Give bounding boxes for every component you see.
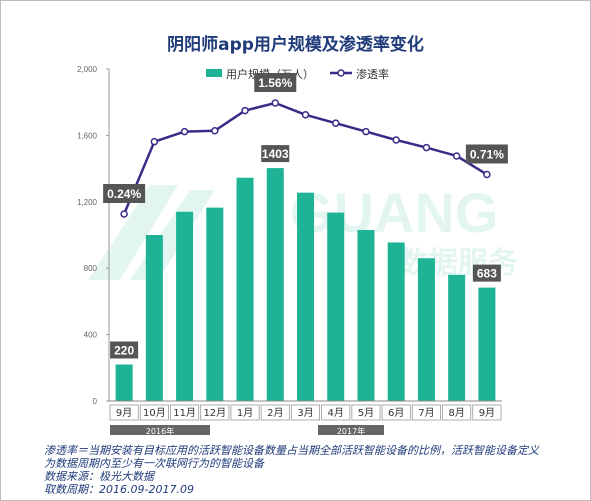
y-tick-label: 400	[84, 331, 98, 340]
x-tick-box	[321, 404, 351, 421]
bar	[448, 274, 466, 401]
y-tick-label: 2,000	[77, 65, 98, 74]
y-tick-label: 0	[93, 397, 98, 406]
x-tick-label: 2月	[267, 407, 283, 419]
y-axis: 0 400 800 1,200 1,600 2,000	[77, 65, 110, 406]
x-tick-label: 3月	[297, 407, 313, 419]
bar	[357, 230, 375, 401]
line-point	[483, 170, 491, 179]
bar	[115, 364, 133, 401]
x-tick-label: 9月	[116, 407, 132, 419]
chart-title: 阴阳师app用户规模及渗透率变化	[167, 35, 424, 55]
line-value-label-box	[103, 184, 146, 203]
x-tick-box	[442, 404, 472, 421]
bar-value-label: 220	[114, 343, 134, 357]
line-point	[362, 127, 370, 136]
x-tick-label: 7月	[418, 407, 434, 419]
x-tick-box	[170, 404, 200, 421]
x-tick-label: 11月	[173, 407, 196, 419]
line-value-label-box	[465, 144, 508, 164]
x-tick-label: 1月	[237, 407, 253, 419]
year-label-2016: 2016年	[146, 426, 174, 436]
bar	[478, 287, 496, 401]
line-point	[452, 152, 461, 160]
x-tick-box	[230, 404, 260, 421]
x-tick-label: 10月	[143, 407, 166, 419]
x-tick-label: 4月	[328, 407, 344, 419]
line-point	[331, 119, 340, 127]
line-point	[241, 106, 249, 115]
year-band-2017	[318, 425, 384, 435]
line-value-label: 0.24%	[107, 187, 141, 201]
line-value-label: 1.56%	[258, 76, 292, 90]
x-tick-box	[381, 404, 411, 421]
legend-line-label: 渗透率	[356, 67, 389, 81]
line-point	[150, 137, 159, 146]
bar-series	[115, 168, 496, 401]
line-value-label: 0.71%	[470, 147, 504, 161]
x-tick-box	[200, 404, 230, 421]
x-tick-box	[139, 404, 169, 421]
bar-value-label: 1403	[262, 147, 289, 161]
bar	[297, 192, 314, 401]
bar-value-label-box	[472, 264, 501, 282]
year-band-2016	[110, 425, 210, 435]
legend-bar-swatch	[206, 69, 222, 77]
note-definition-1: 渗透率＝当期安装有目标应用的活跃智能设备数量占当期全部活跃智能设备的比例，活跃智…	[44, 444, 539, 457]
note-period: 取数周期：2016.09-2017.09	[44, 483, 194, 496]
year-label-2017: 2017年	[337, 426, 365, 436]
bar-value-label: 683	[477, 266, 497, 280]
x-axis: 9月 10月 11月 12月 1月 2月 3月 4月 5月 6月 7月 8月 9月	[109, 400, 502, 421]
x-tick-label: 5月	[358, 407, 374, 419]
note-source: 数据来源：极光大数据	[44, 470, 154, 483]
x-tick-label: 9月	[479, 407, 495, 419]
bar	[236, 177, 254, 401]
year-bands: 2016年 2017年	[110, 425, 384, 436]
bar-value-label-box	[261, 145, 290, 163]
x-tick-box	[472, 404, 502, 421]
callouts: 220 1403 683 0.24% 1.56% 0.71%	[103, 73, 508, 359]
bar	[206, 207, 224, 401]
x-tick-label: 6月	[388, 407, 404, 419]
bar	[417, 258, 435, 401]
legend-line-marker	[337, 69, 345, 77]
line-point	[211, 127, 219, 135]
bar	[266, 168, 284, 401]
x-tick-box	[290, 404, 321, 421]
bar	[145, 235, 163, 401]
y-tick-label: 1,200	[77, 198, 98, 207]
line-point	[301, 111, 310, 119]
x-tick-label: 12月	[203, 407, 226, 419]
x-tick-box	[109, 404, 139, 421]
line-point	[180, 127, 189, 136]
x-tick-label: 8月	[448, 407, 464, 419]
watermark-logo-shape	[88, 185, 178, 280]
note-definition-2: 为数据周期内至少有一次联网行为的智能设备	[44, 457, 264, 470]
x-tick-box	[411, 404, 441, 421]
bar-value-label-box	[110, 341, 139, 359]
bar	[327, 212, 345, 401]
x-tick-box	[260, 404, 290, 421]
footnotes: 渗透率＝当期安装有目标应用的活跃智能设备数量占当期全部活跃智能设备的比例，活跃智…	[44, 444, 564, 496]
bar	[176, 211, 194, 401]
y-tick-label: 1,600	[77, 131, 98, 140]
line-point	[422, 143, 431, 152]
y-tick-label: 800	[84, 264, 98, 273]
legend: 用户规模（万人） 渗透率	[206, 67, 389, 81]
line-point	[271, 99, 280, 107]
line-point	[392, 136, 400, 144]
bar	[387, 242, 405, 401]
line-point	[120, 210, 128, 218]
watermark-brand: GUANG	[290, 181, 498, 244]
line-value-label-box	[254, 73, 297, 92]
line-series	[120, 99, 491, 218]
x-tick-box	[351, 404, 381, 421]
